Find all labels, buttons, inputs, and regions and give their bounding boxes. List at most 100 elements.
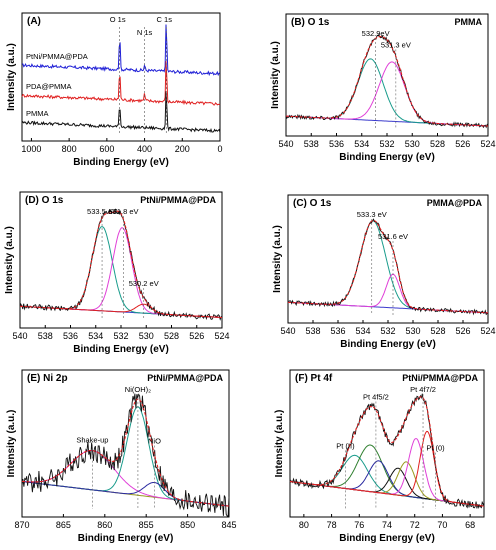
panel-e-xtick-label-5: 845 [221,520,236,530]
panel-b-xtick-label-1: 538 [304,139,319,149]
panel-a-xtick-label-3: 400 [137,144,152,154]
panel-e-peak-label-2: NiO [148,437,161,446]
panel-c-sample: PMMA@PDA [427,198,483,208]
panel-b-peak-label-0: 532.9eV [362,29,390,38]
panel-c-xtick-label-7: 526 [455,326,470,336]
panel-a-series-label-2: PMMA [26,109,49,118]
panel-c-xtick-label-5: 530 [405,326,420,336]
panel-a-series-1 [21,61,221,106]
panel-a-ylabel: Intensity (a.u.) [6,43,17,111]
panel-d-fit-envelope [20,210,222,319]
panel-a-peak-label-2: C 1s [157,15,173,24]
panel-d-peak-label-0: 533.5 eV [87,207,117,216]
panel-e-peak-label-1: Ni(OH)₂ [125,385,151,394]
panel-d: 540 538 536 534 532 530 528 526 524 Binding Energ… [4,191,230,355]
panel-f-peak-label-1: Pt 4f5/2 [363,392,389,401]
panel-f-peak-label-2: Pt 4f7/2 [410,385,436,394]
panel-e-xtick-label-1: 865 [56,520,71,530]
panel-a-title: (A) [27,16,41,27]
panel-c-xtick-label-6: 528 [430,326,445,336]
panel-b-ylabel: Intensity (a.u.) [270,41,281,109]
panel-e-component-1 [21,406,230,507]
panel-e-title: (E) Ni 2p [27,373,68,384]
panel-d-xtick-label-2: 536 [63,331,78,341]
panel-f-component-1 [289,444,485,507]
panel-f-xtick-label-6: 68 [465,520,475,530]
panel-a-xlabel: Binding Energy (eV) [73,157,169,168]
panel-d-raw-data [19,208,223,321]
panel-d-peak-label-1: 531.8 eV [109,207,139,216]
panel-e-xtick-label-2: 860 [97,520,112,530]
panel-a-frame [21,12,221,142]
panel-f: 80 78 76 74 72 70 68 Binding Energy (eV) Intensi… [274,369,485,544]
panel-f-component-6 [289,430,485,507]
panel-e-frame [21,369,230,518]
panel-d-xtick-label-7: 526 [189,331,204,341]
panel-c: 540 538 536 534 532 530 528 526 524 Binding Energ… [272,194,496,350]
panel-d-xtick-label-3: 534 [88,331,103,341]
panel-a-xtick-label-4: 200 [175,144,190,154]
panel-b-xtick-label-4: 532 [379,139,394,149]
panel-b-fit-envelope [285,35,488,127]
panel-c-fit-envelope [287,219,488,314]
panel-c-xlabel: Binding Energy (eV) [340,339,436,350]
panel-d-component-1 [20,227,222,318]
panel-a-series-label-0: PtNi/PMMA@PDA [26,52,88,61]
panel-b-xlabel: Binding Energy (eV) [339,152,435,163]
panel-e-xtick-label-3: 855 [139,520,154,530]
panel-b-title: (B) O 1s [291,17,330,28]
panel-c-ylabel: Intensity (a.u.) [272,225,283,293]
panel-a-series-2 [21,91,221,133]
panel-e-component-2 [21,481,230,507]
panel-d-ylabel: Intensity (a.u.) [4,226,15,294]
panel-e-peak-label-0: Shake-up [76,436,108,445]
panel-a-xtick-label-0: 1000 [21,144,41,154]
panel-c-xtick-label-1: 538 [305,326,320,336]
panel-c-peak-label-1: 531.6 eV [378,232,408,241]
panel-c-peak-label-0: 533.3 eV [357,210,387,219]
panel-d-xtick-label-1: 538 [38,331,53,341]
panel-f-xtick-label-4: 72 [410,520,420,530]
panel-a-xtick-label-2: 600 [99,144,114,154]
panel-b: 540 538 536 534 532 530 528 526 524 Binding Energ… [270,13,496,163]
panel-b-xtick-label-2: 536 [329,139,344,149]
panel-c-xtick-label-3: 534 [355,326,370,336]
panel-d-xtick-label-4: 532 [113,331,128,341]
panel-c-xtick-label-4: 532 [380,326,395,336]
panel-f-xtick-label-1: 78 [327,520,337,530]
panel-e-fit-envelope [21,398,230,507]
panel-b-xtick-label-5: 530 [405,139,420,149]
panel-d-xtick-label-0: 540 [12,331,27,341]
panel-c-xtick-label-0: 540 [280,326,295,336]
panel-e-ylabel: Intensity (a.u.) [6,410,17,478]
panel-f-xtick-label-0: 80 [299,520,309,530]
panel-f-ylabel: Intensity (a.u.) [274,410,285,478]
panel-b-xtick-label-6: 528 [430,139,445,149]
panel-d-peak-label-2: 530.2 eV [129,279,159,288]
panel-a-series-label-1: PDA@PMMA [26,82,72,91]
panel-a-series-0 [22,24,221,77]
panel-f-xlabel: Binding Energy (eV) [339,533,435,544]
panel-b-xtick-label-0: 540 [278,139,293,149]
panel-a-xtick-label-5: 0 [217,144,222,154]
panel-f-xtick-label-3: 74 [382,520,392,530]
panel-d-component-0 [20,226,222,318]
panel-d-xlabel: Binding Energy (eV) [73,344,169,355]
panel-c-xtick-label-2: 536 [330,326,345,336]
panel-a-xtick-label-1: 800 [62,144,77,154]
panel-a-peak-label-1: N 1s [137,28,153,37]
panel-e-xlabel: Binding Energy (eV) [78,533,174,544]
panel-f-fit-envelope [289,396,485,507]
panel-f-raw-data [289,393,485,509]
panel-f-sample: PtNi/PMMA@PDA [402,373,478,383]
panel-d-sample: PtNi/PMMA@PDA [140,195,216,205]
panel-b-xtick-label-7: 526 [455,139,470,149]
panel-f-xtick-label-2: 76 [354,520,364,530]
panel-e-sample: PtNi/PMMA@PDA [147,373,223,383]
panel-e: 870 865 860 855 850 845 Binding Energy (eV) Int… [6,369,237,544]
panel-e-xtick-label-0: 870 [14,520,29,530]
panel-a-peak-label-0: O 1s [110,15,126,24]
panel-a: 1000 800 600 400 200 0 Binding Energy (eV) Inte… [6,12,223,168]
panel-b-xtick-label-8: 524 [480,139,495,149]
